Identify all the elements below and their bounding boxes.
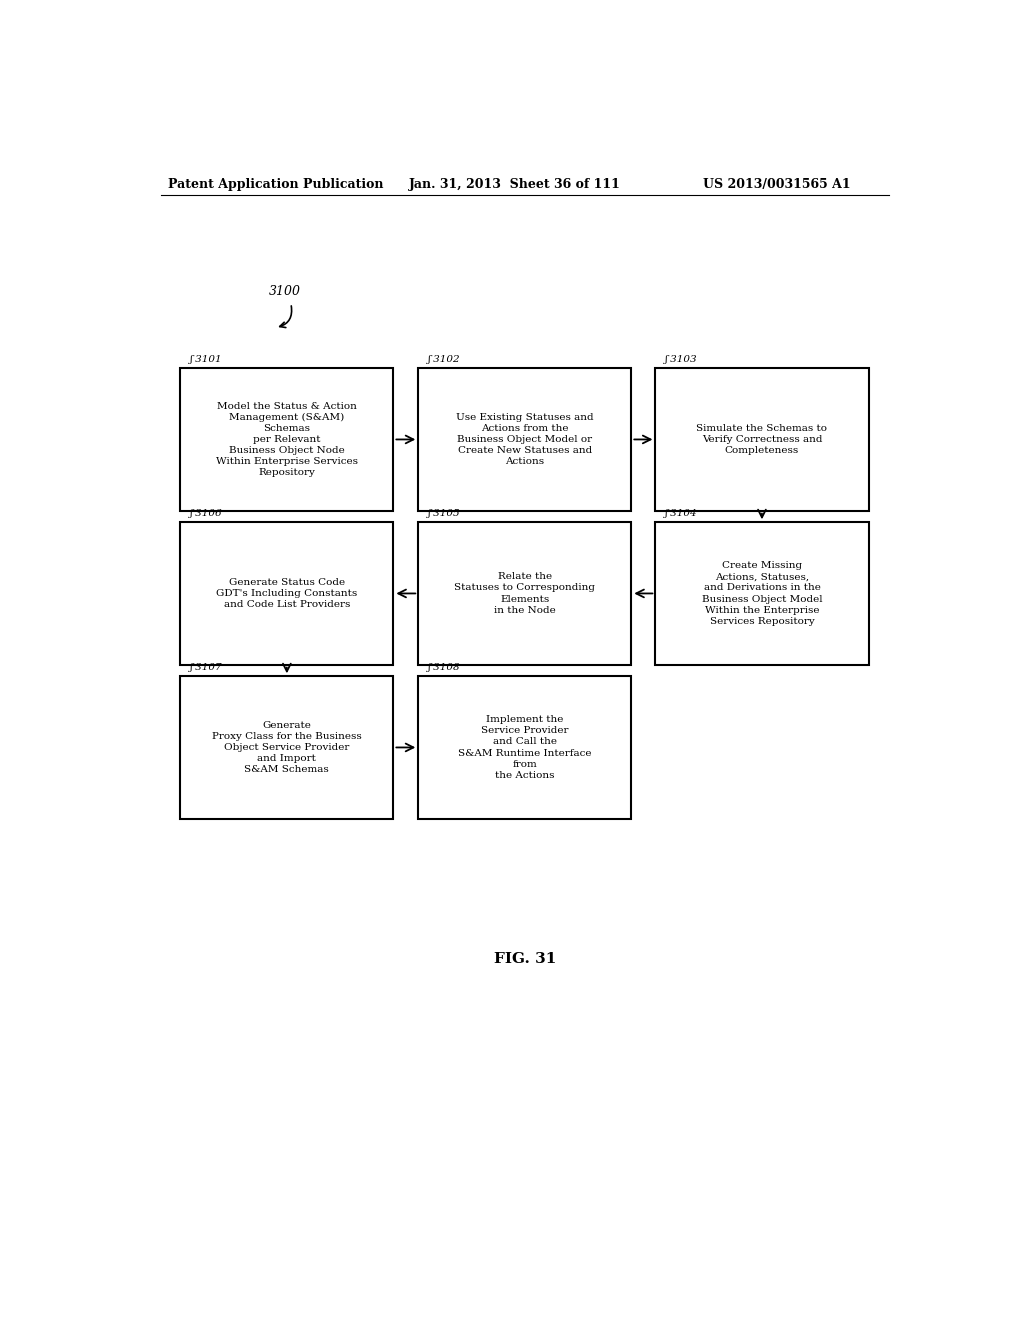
Text: Model the Status & Action
Management (S&AM)
Schemas
per Relevant
Business Object: Model the Status & Action Management (S&… — [216, 401, 357, 478]
Bar — [418, 523, 632, 665]
Text: ʃ 3104: ʃ 3104 — [665, 510, 697, 519]
Bar — [180, 523, 393, 665]
Text: Patent Application Publication: Patent Application Publication — [168, 178, 384, 190]
Text: ʃ 3106: ʃ 3106 — [189, 510, 222, 519]
Text: FIG. 31: FIG. 31 — [494, 952, 556, 966]
Text: Simulate the Schemas to
Verify Correctness and
Completeness: Simulate the Schemas to Verify Correctne… — [696, 424, 827, 455]
Bar — [655, 368, 868, 511]
Text: Generate
Proxy Class for the Business
Object Service Provider
and Import
S&AM Sc: Generate Proxy Class for the Business Ob… — [212, 721, 361, 774]
Text: Relate the
Statuses to Corresponding
Elements
in the Node: Relate the Statuses to Corresponding Ele… — [455, 573, 595, 615]
Text: 3100: 3100 — [269, 285, 301, 298]
Bar — [418, 676, 632, 818]
Text: US 2013/0031565 A1: US 2013/0031565 A1 — [703, 178, 851, 190]
Bar — [655, 523, 868, 665]
Bar — [180, 676, 393, 818]
Text: ʃ 3103: ʃ 3103 — [665, 355, 697, 364]
Text: Jan. 31, 2013  Sheet 36 of 111: Jan. 31, 2013 Sheet 36 of 111 — [409, 178, 621, 190]
Text: Use Existing Statuses and
Actions from the
Business Object Model or
Create New S: Use Existing Statuses and Actions from t… — [456, 413, 594, 466]
Text: Implement the
Service Provider
and Call the
S&AM Runtime Interface
from
the Acti: Implement the Service Provider and Call … — [458, 715, 592, 780]
Text: Create Missing
Actions, Statuses,
and Derivations in the
Business Object Model
W: Create Missing Actions, Statuses, and De… — [701, 561, 822, 626]
Text: Generate Status Code
GDT's Including Constants
and Code List Providers: Generate Status Code GDT's Including Con… — [216, 578, 357, 609]
Bar — [180, 368, 393, 511]
Text: ʃ 3105: ʃ 3105 — [428, 510, 460, 519]
Text: ʃ 3107: ʃ 3107 — [189, 664, 222, 672]
Text: ʃ 3101: ʃ 3101 — [189, 355, 222, 364]
Text: ʃ 3108: ʃ 3108 — [428, 664, 460, 672]
Bar — [418, 368, 632, 511]
Text: ʃ 3102: ʃ 3102 — [428, 355, 460, 364]
